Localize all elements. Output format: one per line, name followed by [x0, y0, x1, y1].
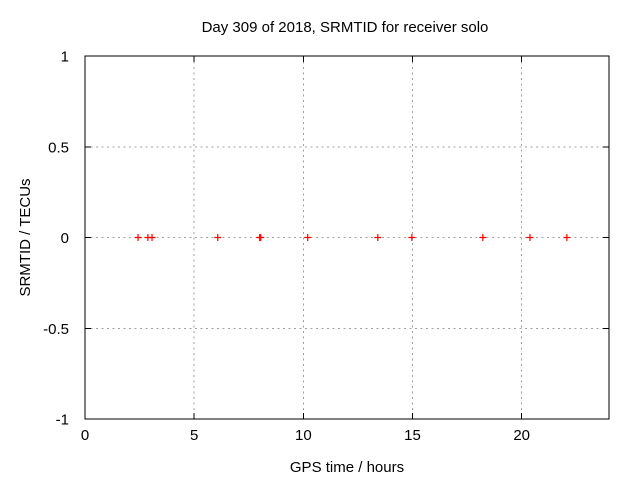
x-tick-label: 0	[81, 427, 89, 444]
data-point-marker	[214, 234, 222, 241]
y-tick-label: 0.5	[48, 139, 69, 156]
data-point-marker	[304, 234, 312, 241]
y-tick-label: 1	[61, 49, 69, 66]
y-axis-label: SRMTID / TECUs	[17, 178, 34, 296]
tick-marks	[84, 55, 609, 420]
data-point-marker	[526, 234, 534, 241]
tick-labels: 0 5 10 15 20 -1 -0.5 0 0.5 1	[43, 49, 530, 445]
chart-title: Day 309 of 2018, SRMTID for receiver sol…	[202, 19, 489, 36]
x-tick-label: 15	[404, 427, 421, 444]
y-tick-label: -0.5	[43, 321, 69, 338]
y-tick-label: 0	[61, 230, 69, 247]
data-point-marker	[563, 234, 571, 241]
data-point-marker	[148, 234, 156, 241]
axes-border-and-ticks	[84, 55, 610, 420]
x-tick-label: 5	[190, 427, 198, 444]
x-tick-label: 10	[295, 427, 312, 444]
data-point-marker	[134, 234, 142, 241]
data-point-marker	[479, 234, 487, 241]
x-axis-label: GPS time / hours	[290, 459, 404, 476]
x-tick-label: 20	[513, 427, 530, 444]
y-tick-label: -1	[56, 412, 69, 429]
data-point-marker	[257, 234, 265, 241]
data-point-markers	[134, 234, 571, 241]
data-point-marker	[408, 234, 416, 241]
data-point-marker	[374, 234, 382, 241]
